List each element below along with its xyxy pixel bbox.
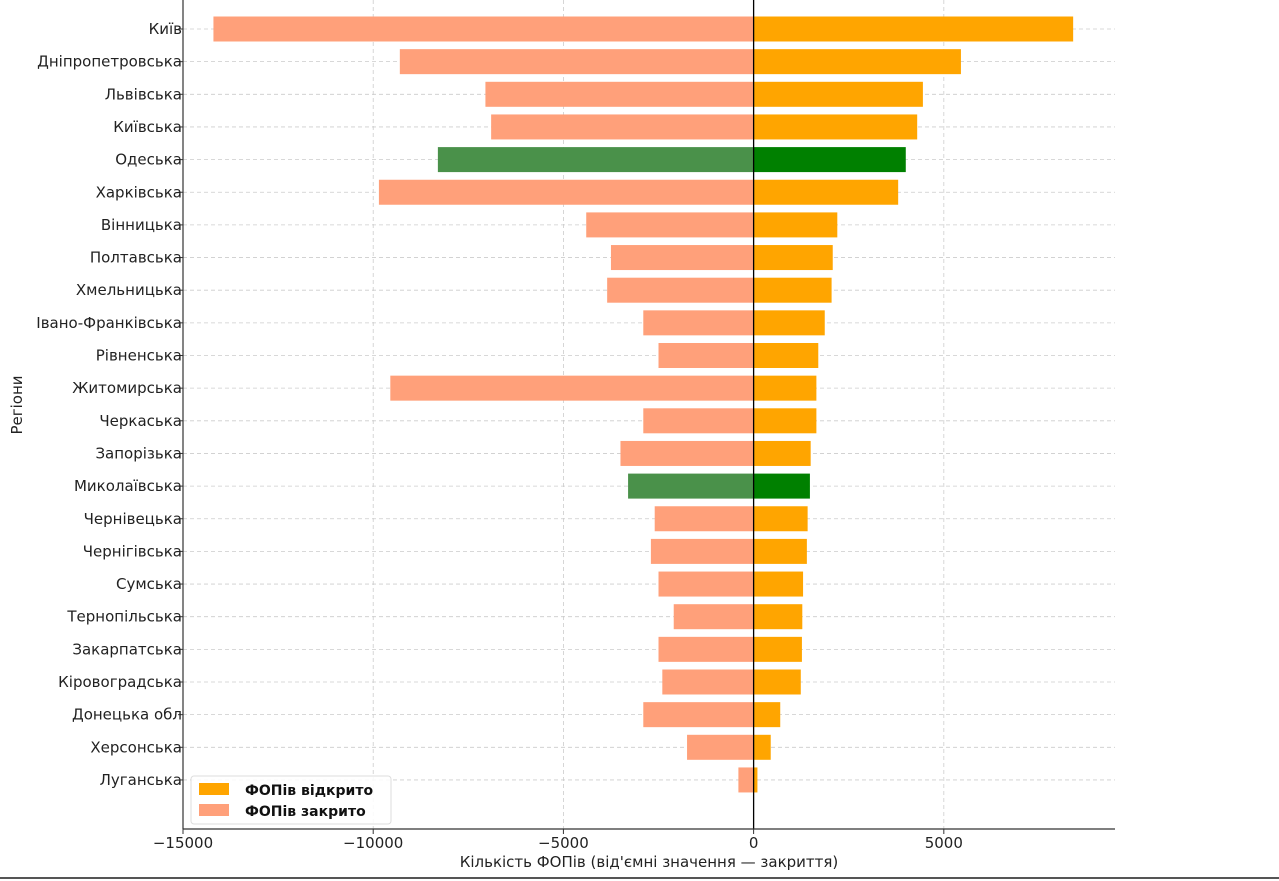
bar-opened xyxy=(753,408,817,434)
y-axis-title: Регіони xyxy=(8,375,26,434)
x-tick-label: −5000 xyxy=(538,834,589,852)
category-label: Луганська xyxy=(100,771,182,789)
bar-closed xyxy=(662,669,754,695)
legend-box xyxy=(190,775,392,825)
bar-closed xyxy=(643,310,754,336)
x-ticks: −15000 −10000 −5000 0 5000 xyxy=(153,829,963,852)
bar-opened xyxy=(753,473,810,499)
bar-closed xyxy=(610,245,754,271)
bar-opened xyxy=(753,245,833,271)
legend: ФОПів відкрито ФОПів закрито xyxy=(190,775,392,825)
x-tick-label: −10000 xyxy=(343,834,403,852)
category-label: Київська xyxy=(113,118,182,136)
bar-opened xyxy=(753,669,801,695)
bar-opened xyxy=(753,81,923,107)
bar-closed xyxy=(650,538,754,564)
category-label: Донецька обл xyxy=(72,706,182,724)
category-label: Сумська xyxy=(116,575,182,593)
bar-opened xyxy=(753,343,819,368)
x-axis-title: Кількість ФОПів (від'ємні значення — зак… xyxy=(460,853,839,871)
bar-closed xyxy=(628,473,754,499)
legend-label-closed: ФОПів закрито xyxy=(245,804,366,820)
category-label: Херсонська xyxy=(90,738,182,756)
x-tick-label: 5000 xyxy=(925,834,963,852)
bars xyxy=(213,16,1074,793)
category-label: Кіровоградська xyxy=(58,673,182,691)
bar-closed xyxy=(658,571,754,597)
bar-opened xyxy=(753,212,838,238)
bar-opened xyxy=(753,440,811,466)
category-label: Черкаська xyxy=(99,412,182,430)
bar-opened xyxy=(753,179,899,205)
bottom-rule xyxy=(0,877,1279,879)
bar-opened xyxy=(753,375,817,401)
bar-opened xyxy=(753,506,808,532)
legend-label-open: ФОПів відкрито xyxy=(245,783,373,799)
category-label: Львівська xyxy=(105,85,182,103)
category-label: Дніпропетровська xyxy=(37,53,182,71)
bar-closed xyxy=(390,375,754,401)
bar-opened xyxy=(753,734,771,760)
bar-closed xyxy=(491,114,754,140)
category-label: Чернівецька xyxy=(84,510,182,528)
category-label: Вінницька xyxy=(101,216,182,234)
category-label: Миколаївська xyxy=(74,477,182,495)
bar-closed xyxy=(607,277,754,303)
bar-opened xyxy=(753,49,961,75)
axes xyxy=(182,0,1115,830)
category-label: Одеська xyxy=(115,151,182,169)
legend-swatch-closed xyxy=(199,804,229,816)
bar-closed xyxy=(643,702,754,728)
bar-closed xyxy=(673,604,754,630)
bar-opened xyxy=(753,604,803,630)
category-labels: Київ Дніпропетровська Львівська Київська Оде… xyxy=(36,20,183,789)
bar-closed xyxy=(213,16,754,42)
category-label: Київ xyxy=(149,20,182,38)
bar-opened xyxy=(753,277,832,303)
legend-swatch-open xyxy=(199,783,229,795)
bar-closed xyxy=(687,734,754,760)
category-label: Запорізька xyxy=(95,444,182,462)
bar-closed xyxy=(658,636,754,662)
category-label: Закарпатська xyxy=(72,640,182,658)
bar-opened xyxy=(753,114,918,140)
bar-opened xyxy=(753,16,1074,42)
bar-closed xyxy=(586,212,754,238)
category-label: Хмельницька xyxy=(76,281,182,299)
bar-closed xyxy=(378,179,754,205)
category-label: Полтавська xyxy=(90,249,182,267)
bar-closed xyxy=(620,440,754,466)
bar-closed xyxy=(643,408,754,434)
bar-closed xyxy=(658,343,754,368)
bar-closed xyxy=(399,49,754,75)
bar-opened xyxy=(753,636,802,662)
category-label: Чернігівська xyxy=(83,542,182,560)
bar-opened xyxy=(753,310,825,336)
x-tick-label: −15000 xyxy=(153,834,213,852)
bar-opened xyxy=(753,702,781,728)
category-label: Тернопільська xyxy=(66,608,182,626)
category-label: Івано-Франківська xyxy=(36,314,182,332)
bar-closed xyxy=(738,767,754,793)
category-label: Харківська xyxy=(96,183,182,201)
bar-opened xyxy=(753,571,804,597)
bar-opened xyxy=(753,538,807,564)
bar-closed xyxy=(654,506,754,532)
bar-closed xyxy=(437,147,754,173)
x-tick-label: 0 xyxy=(749,834,759,852)
category-label: Рівненська xyxy=(96,347,182,365)
bar-opened xyxy=(753,767,758,793)
category-label: Житомирська xyxy=(72,379,182,397)
bar-opened xyxy=(753,147,906,173)
bar-closed xyxy=(485,81,754,107)
